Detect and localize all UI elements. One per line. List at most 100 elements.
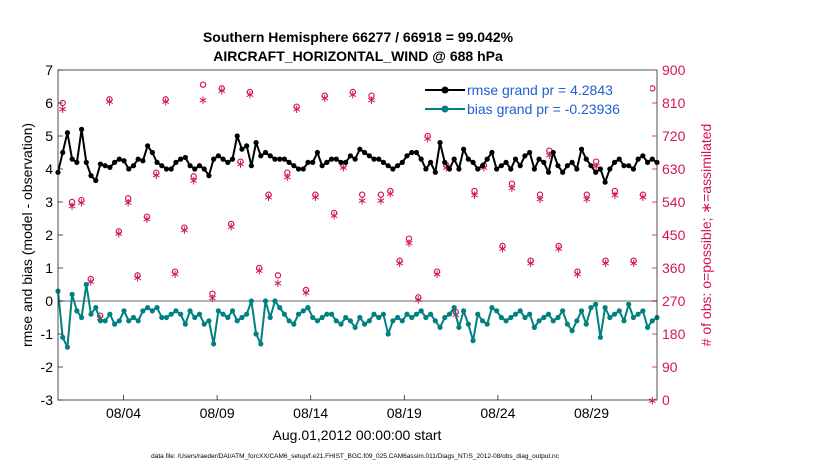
obs-assimilated-marker: ∗: [647, 394, 657, 408]
bias-point: [626, 301, 632, 307]
rmse-point: [206, 173, 212, 179]
obs-possible-marker: [387, 187, 394, 195]
bias-point: [602, 305, 608, 311]
obs-assimilated-marker: ∗: [554, 241, 564, 255]
legend-bias-marker: [441, 105, 449, 113]
bias-point: [531, 324, 537, 330]
bias-point: [267, 314, 273, 321]
rmse-point: [385, 163, 391, 169]
obs-assimilated-marker: ∗: [413, 293, 423, 307]
y-left-tick-label: 1: [45, 260, 53, 276]
obs-assimilated-marker: ∗: [535, 192, 545, 206]
rmse-point: [555, 163, 561, 169]
bias-point: [394, 314, 401, 321]
obs-assimilated-marker: ∗: [76, 196, 86, 210]
obs-assimilated-marker: ∗: [600, 256, 610, 270]
obs-assimilated-marker: ∗: [629, 256, 639, 270]
bias-point: [465, 321, 471, 327]
rmse-point: [394, 163, 401, 169]
rmse-point: [531, 166, 537, 172]
rmse-point: [173, 159, 179, 165]
obs-assimilated-marker: ∗: [245, 87, 255, 101]
rmse-point: [597, 166, 604, 172]
rmse-point: [83, 159, 89, 165]
rmse-point: [475, 166, 481, 172]
obs-assimilated-marker: ∗: [526, 256, 536, 270]
bias-point: [140, 308, 146, 314]
obs-possible-marker: [527, 257, 534, 264]
y-right-tick-label: 810: [662, 95, 686, 111]
rmse-point: [277, 156, 283, 162]
obs-possible-marker: [124, 195, 132, 202]
bias-point: [111, 321, 118, 327]
bias-point: [560, 308, 566, 314]
bias-point: [272, 298, 278, 304]
rmse-point: [60, 149, 66, 156]
bias-point: [192, 314, 198, 321]
bias-point: [380, 311, 387, 317]
y-left-tick-label: 6: [45, 95, 53, 111]
y-left-tick-label: 2: [45, 227, 53, 243]
x-tick-label: 08/24: [480, 405, 515, 421]
bias-point: [640, 308, 646, 314]
rmse-point: [588, 163, 594, 169]
rmse-point: [456, 166, 462, 172]
rmse-point: [578, 146, 585, 152]
rmse-point: [234, 133, 240, 139]
legend: rmse grand pr = 4.2843 bias grand pr = -…: [420, 79, 650, 119]
obs-possible-marker: [153, 169, 160, 176]
rmse-point: [225, 159, 231, 165]
rmse-point: [215, 153, 221, 159]
bias-point: [536, 318, 542, 324]
bias-point: [347, 318, 354, 324]
obs-assimilated-marker: ∗: [273, 276, 283, 290]
rmse-point: [295, 166, 302, 172]
obs-possible-marker: [368, 92, 375, 99]
legend-rmse-label: rmse grand pr = 4.2843: [467, 82, 613, 98]
obs-possible-marker: [78, 196, 85, 204]
bias-point: [69, 291, 75, 297]
rmse-point: [498, 163, 504, 169]
bias-point: [479, 318, 486, 324]
bias-point: [409, 314, 415, 321]
rmse-point: [182, 154, 188, 161]
bias-point: [116, 318, 122, 324]
obs-possible-marker: [256, 264, 263, 272]
obs-possible-marker: [611, 187, 619, 195]
rmse-point: [149, 149, 155, 156]
bias-point: [145, 305, 151, 311]
rmse-point: [640, 153, 646, 159]
rmse-point: [253, 140, 259, 146]
rmse-point: [361, 149, 368, 156]
bias-point: [168, 311, 174, 317]
rmse-point: [159, 163, 165, 169]
bias-point: [644, 324, 651, 330]
rmse-point: [130, 163, 137, 169]
rmse-point: [626, 163, 632, 169]
obs-possible-marker: [405, 235, 413, 242]
bias-point: [649, 318, 655, 324]
obs-assimilated-marker: ∗: [469, 188, 479, 202]
y-right-tick-label: 540: [662, 194, 686, 210]
rmse-point: [611, 159, 618, 165]
bias-point: [541, 314, 547, 321]
rmse-point: [503, 159, 509, 165]
bias-point: [583, 321, 589, 327]
rmse-point: [229, 156, 236, 162]
x-tick-label: 08/19: [387, 405, 422, 421]
bias-point: [578, 308, 585, 314]
bias-point: [239, 314, 245, 321]
obs-possible-marker: [143, 213, 151, 220]
obs-assimilated-marker: ∗: [161, 95, 171, 109]
obs-possible-marker: [190, 173, 197, 180]
y-left-tick-label: 3: [45, 194, 53, 210]
bias-point: [253, 331, 259, 337]
bias-point: [178, 311, 184, 317]
bias-point: [201, 321, 207, 327]
bias-point: [361, 321, 368, 327]
rmse-point: [409, 149, 415, 156]
obs-assimilated-marker: ∗: [67, 199, 77, 213]
rmse-point: [564, 163, 570, 169]
obs-possible-marker: [499, 242, 506, 250]
